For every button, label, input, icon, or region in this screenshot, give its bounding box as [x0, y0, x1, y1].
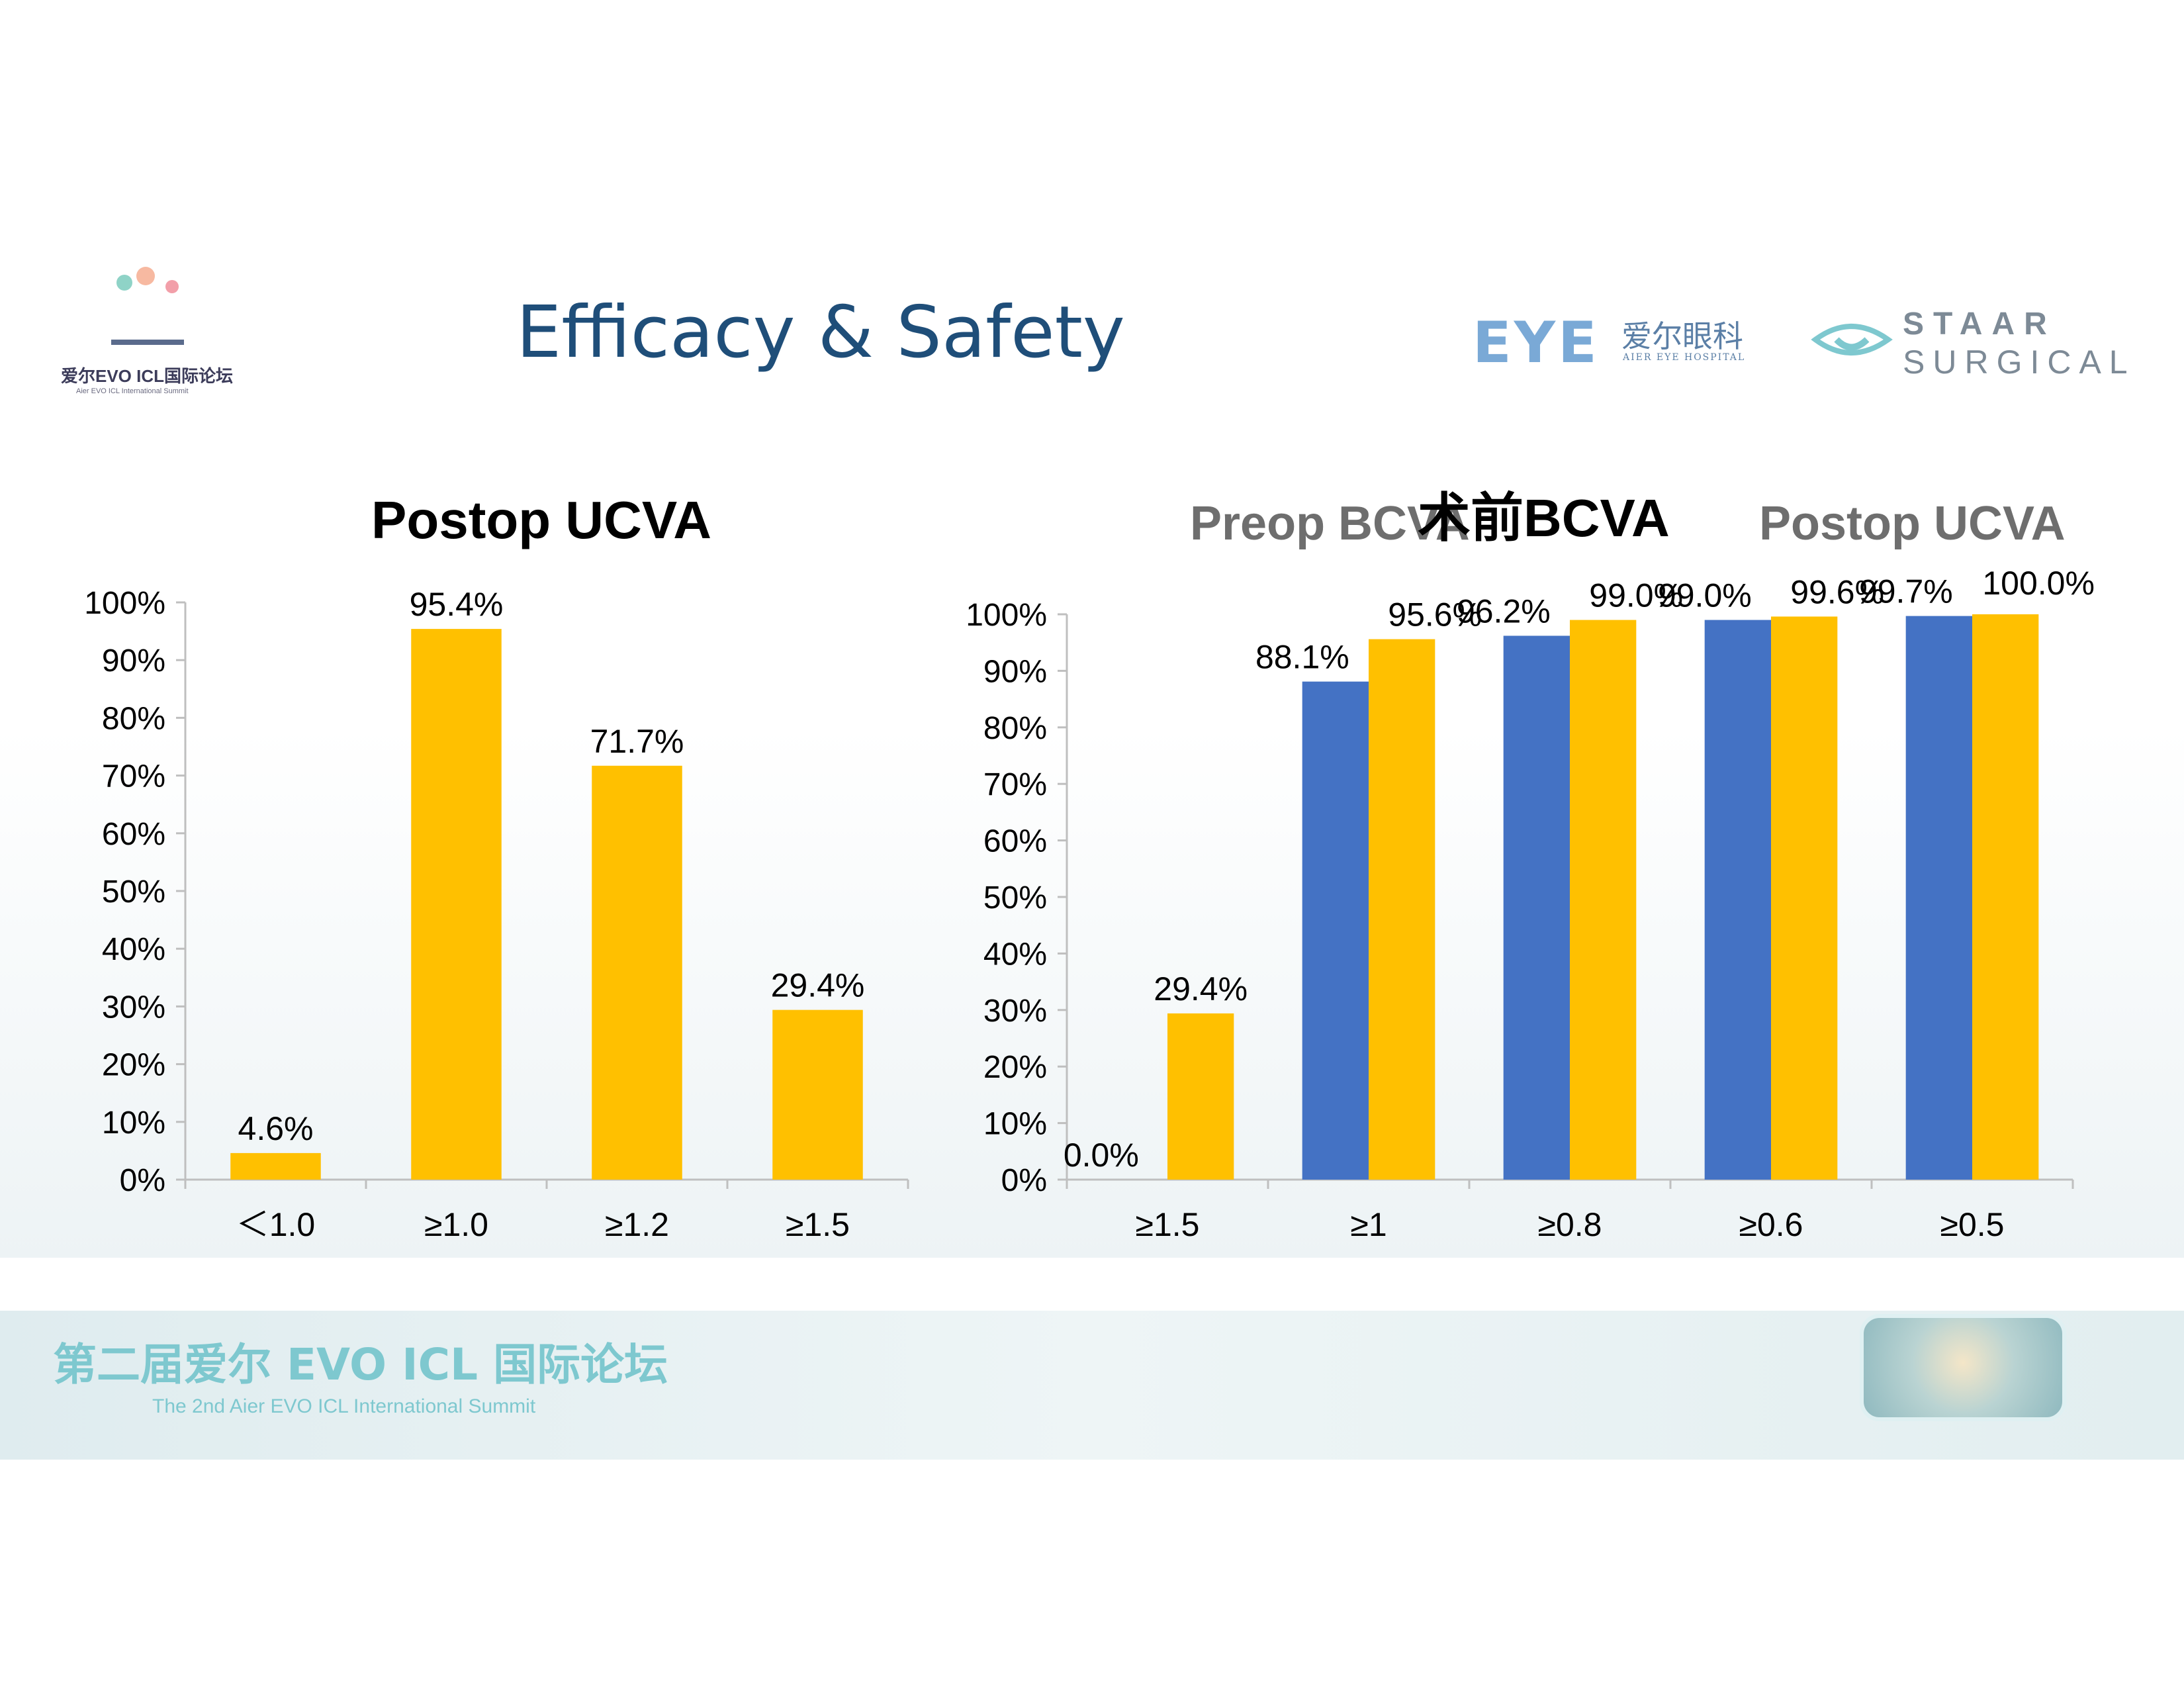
bar-postop-ucva [1369, 639, 1435, 1180]
aier-brand-cn: 爱尔眼科 [1621, 318, 1743, 354]
bar-postop-ucva [1972, 614, 2039, 1180]
data-label: 29.4% [771, 967, 865, 1004]
legend-preop-bcva-cn: 术前BCVA [1418, 489, 1670, 547]
y-tick-label: 70% [983, 767, 1047, 802]
y-tick-label: 70% [102, 759, 165, 794]
x-tick-label: ≥1.0 [424, 1206, 488, 1243]
summit-logo-subtext: Aier EVO ICL International Summit [76, 387, 189, 395]
data-label: 4.6% [238, 1110, 314, 1147]
y-tick-label: 90% [983, 654, 1047, 689]
aier-brand-en: AIER EYE HOSPITAL [1623, 352, 1746, 363]
footer-band [0, 1311, 2184, 1460]
data-label: 88.1% [1255, 639, 1349, 676]
data-label: 99.0% [1658, 577, 1752, 614]
bar-postop-ucva [772, 1009, 863, 1180]
y-tick-label: 20% [102, 1048, 165, 1083]
bar-preop-bcva [1503, 635, 1570, 1180]
data-label: 96.2% [1457, 592, 1551, 630]
y-tick-label: 10% [983, 1107, 1047, 1142]
y-tick-label: 60% [102, 817, 165, 852]
y-tick-label: 90% [102, 643, 165, 679]
bar-postop-ucva [1570, 620, 1637, 1180]
staar-eye-icon [1811, 324, 1893, 355]
data-label: 71.7% [590, 723, 684, 760]
chart-title: Postop UCVA [371, 491, 711, 549]
bar-postop-ucva [1167, 1013, 1234, 1180]
bar-preop-bcva [1905, 616, 1972, 1180]
data-label: 99.0% [1589, 577, 1683, 614]
slide-title: Efficacy & Safety [516, 291, 1125, 374]
x-tick-label: ≥1.5 [1136, 1206, 1200, 1243]
data-label: 99.6% [1790, 573, 1884, 610]
y-tick-label: 100% [966, 598, 1047, 633]
summit-logo-text: 爱尔EVO ICL国际论坛 [61, 366, 234, 386]
summit-logo-icon [111, 267, 184, 345]
data-label: 100.0% [1982, 565, 2095, 602]
footer-title-cn: 第二届爱尔 EVO ICL 国际论坛 [53, 1339, 668, 1390]
x-tick-label: ≥1 [1350, 1206, 1387, 1243]
data-label: 0.0% [1064, 1137, 1139, 1174]
footer-lens-image [1860, 1314, 2066, 1421]
staar-brand-line1: STAAR [1903, 306, 2056, 342]
x-tick-label: ≥0.8 [1538, 1206, 1602, 1243]
legend-postop-ucva: Postop UCVA [1759, 497, 2066, 550]
y-tick-label: 10% [102, 1105, 165, 1141]
y-tick-label: 0% [120, 1163, 165, 1198]
data-label: 95.4% [410, 586, 504, 623]
x-tick-label: ≥0.5 [1940, 1206, 2005, 1243]
bar-postop-ucva [592, 765, 682, 1180]
x-tick-label: ≥1.5 [786, 1206, 850, 1243]
x-tick-label: ＜1.0 [236, 1206, 316, 1243]
footer-title-en: The 2nd Aier EVO ICL International Summi… [152, 1395, 536, 1417]
y-tick-label: 60% [983, 824, 1047, 859]
y-tick-label: 100% [84, 586, 165, 621]
y-tick-label: 30% [983, 994, 1047, 1029]
y-tick-label: 0% [1001, 1163, 1047, 1198]
x-tick-label: ≥1.2 [605, 1206, 669, 1243]
y-tick-label: 40% [983, 937, 1047, 972]
y-tick-label: 50% [983, 880, 1047, 915]
bar-postop-ucva [1771, 616, 1838, 1180]
data-label: 95.6% [1388, 596, 1482, 633]
y-tick-label: 30% [102, 990, 165, 1025]
y-tick-label: 80% [102, 701, 165, 736]
eye-brand-mark: EYE [1473, 310, 1600, 376]
bar-preop-bcva [1302, 681, 1369, 1180]
x-tick-label: ≥0.6 [1739, 1206, 1803, 1243]
data-label: 99.7% [1859, 573, 1953, 610]
chart-postop-ucva: Postop UCVA 0% 10% 20% 30% 40% 50% 60% 70% 80% 90%… [84, 491, 909, 1243]
bar-postop-ucva [411, 629, 502, 1180]
y-tick-label: 50% [102, 874, 165, 910]
bar-preop-bcva [1704, 620, 1771, 1180]
y-tick-label: 40% [102, 932, 165, 967]
legend-preop-bcva: Preop BCVA [1190, 497, 1470, 550]
data-label: 29.4% [1154, 970, 1248, 1008]
y-tick-label: 20% [983, 1050, 1047, 1085]
staar-brand-line2: SURGICAL [1903, 344, 2136, 381]
y-tick-label: 80% [983, 711, 1047, 746]
bar-postop-ucva [230, 1152, 321, 1180]
